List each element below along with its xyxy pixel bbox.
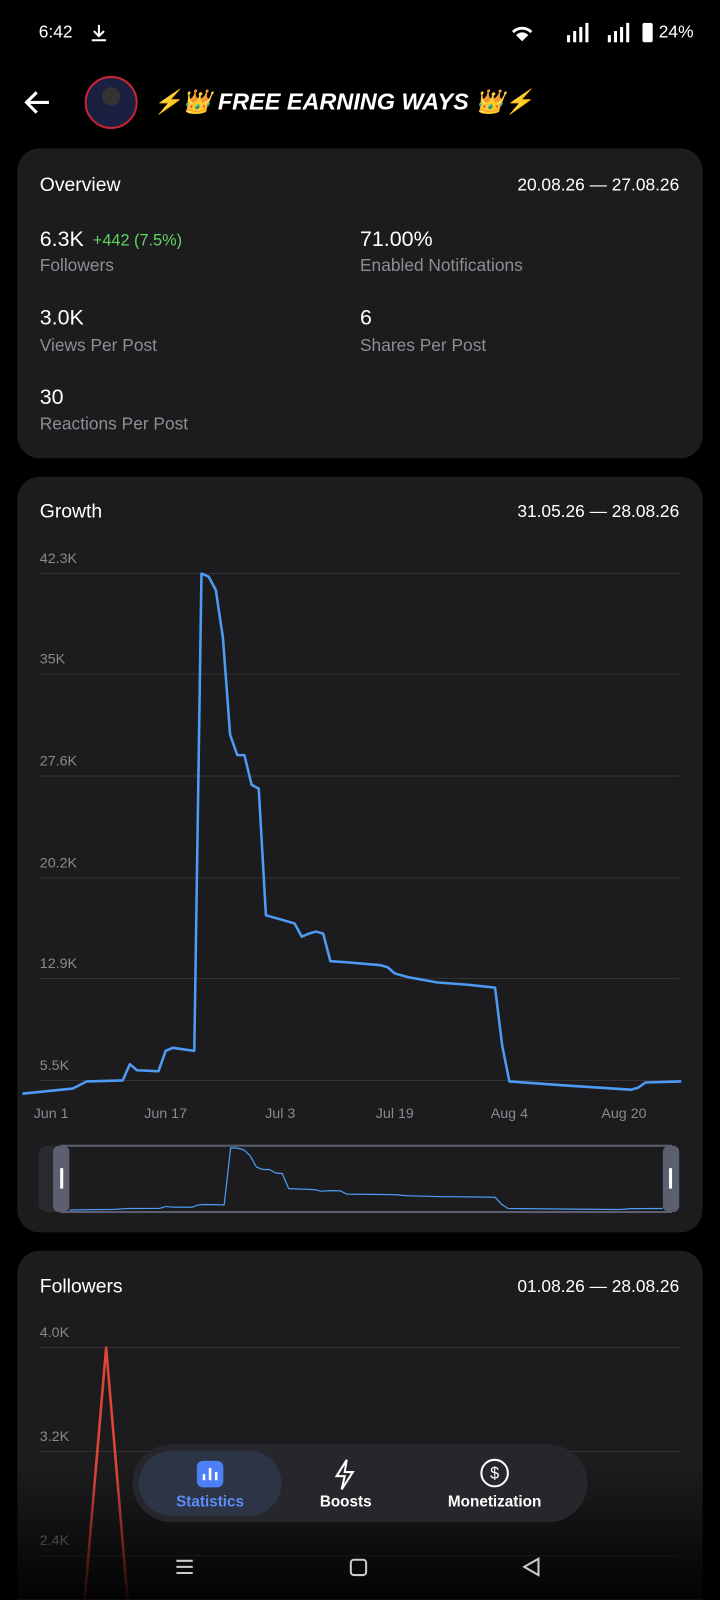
stat-label: Enabled Notifications — [360, 255, 523, 275]
tab-label[interactable]: Boosts — [320, 1494, 372, 1511]
tab-label[interactable]: Monetization — [448, 1494, 541, 1511]
y-tick-label: 12.9K — [40, 956, 78, 972]
download-icon — [91, 24, 107, 42]
chart-title: Followers — [40, 1276, 123, 1298]
y-tick-label: 35K — [40, 652, 66, 668]
chart-period: 01.08.26 — 28.08.26 — [517, 1276, 679, 1296]
tab-label[interactable]: Statistics — [176, 1494, 244, 1511]
stat-value: 71.00% — [360, 227, 433, 251]
navigator-line — [69, 1147, 663, 1211]
boost-icon[interactable] — [334, 1459, 355, 1490]
money-icon[interactable] — [480, 1458, 509, 1488]
stat-label: Reactions Per Post — [40, 413, 189, 433]
y-tick-label: 5.5K — [40, 1058, 70, 1074]
card-title: Overview — [40, 174, 122, 196]
chart-period: 31.05.26 — 28.08.26 — [517, 501, 679, 521]
stat-label: Shares Per Post — [360, 335, 486, 355]
stat-value: 6.3K — [40, 227, 85, 251]
battery: 24% — [659, 22, 694, 42]
x-tick-label: Jul 3 — [265, 1106, 295, 1122]
navigator-window[interactable] — [60, 1144, 673, 1214]
handle-grip — [669, 1168, 673, 1189]
money-sign: $ — [490, 1464, 499, 1482]
y-tick-label: 4.0K — [40, 1325, 70, 1341]
stat-label: Views Per Post — [40, 335, 157, 355]
card-period: 20.08.26 — 27.08.26 — [517, 175, 679, 195]
growth-card — [17, 476, 703, 1233]
x-tick-label: Jul 19 — [376, 1106, 414, 1122]
stats-icon-bars — [202, 1467, 218, 1481]
menu-key[interactable] — [176, 1559, 193, 1575]
avatar-face — [101, 87, 121, 106]
y-tick-label: 3.2K — [40, 1429, 70, 1445]
y-tick-label: 42.3K — [40, 551, 78, 567]
x-tick-label: Aug 4 — [491, 1106, 528, 1122]
stat-value: 30 — [40, 385, 64, 409]
back-button[interactable] — [24, 91, 49, 114]
x-tick-label: Aug 20 — [601, 1106, 646, 1122]
overview-card — [17, 148, 703, 459]
stat-value: 6 — [360, 305, 372, 329]
stat-label: Followers — [40, 255, 114, 275]
signal-icons — [511, 22, 653, 43]
x-tick-label: Jun 1 — [34, 1106, 69, 1122]
back-key[interactable] — [522, 1556, 540, 1577]
x-tick-label: Jun 17 — [144, 1106, 187, 1122]
y-tick-label: 20.2K — [40, 855, 78, 871]
channel-title: ⚡👑 FREE EARNING WAYS 👑⚡ — [153, 88, 535, 116]
home-key[interactable] — [349, 1558, 368, 1577]
data-line — [22, 572, 682, 1095]
stat-value: 3.0K — [40, 305, 85, 329]
time: 6:42 — [39, 22, 73, 42]
stat-change: +442 (7.5%) — [93, 231, 182, 249]
chart-title: Growth — [40, 501, 102, 523]
handle-grip — [60, 1168, 64, 1189]
y-tick-label: 27.6K — [40, 754, 78, 770]
